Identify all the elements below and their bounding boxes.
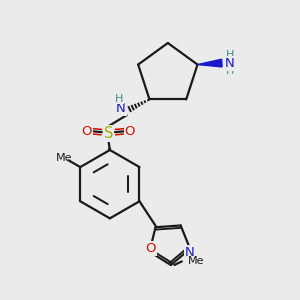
Text: O: O (82, 125, 92, 138)
Text: N: N (224, 57, 234, 70)
Text: N: N (116, 102, 126, 115)
Text: H: H (115, 94, 123, 103)
Text: S: S (104, 126, 113, 141)
Polygon shape (197, 59, 222, 67)
Text: O: O (146, 242, 156, 255)
Text: Me: Me (56, 153, 72, 163)
Text: H: H (226, 66, 234, 76)
Text: H: H (226, 50, 234, 60)
Text: N: N (184, 246, 194, 259)
Text: O: O (124, 125, 135, 138)
Text: Me: Me (188, 256, 204, 266)
